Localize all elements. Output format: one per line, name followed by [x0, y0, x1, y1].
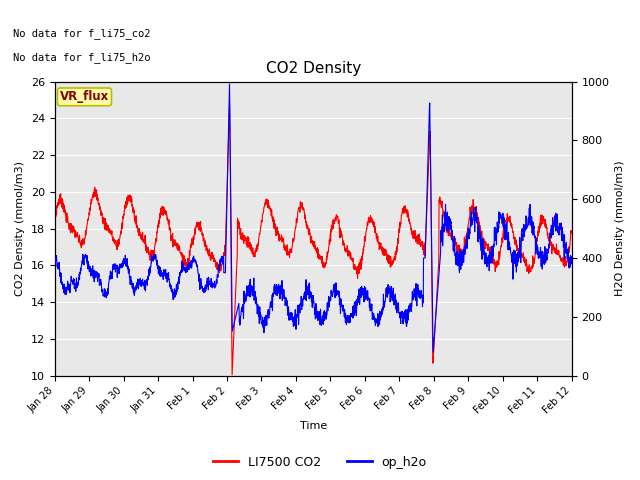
Text: VR_flux: VR_flux	[60, 90, 109, 103]
Text: No data for f_li75_h2o: No data for f_li75_h2o	[13, 52, 151, 63]
Legend: LI7500 CO2, op_h2o: LI7500 CO2, op_h2o	[209, 451, 431, 474]
Y-axis label: CO2 Density (mmol/m3): CO2 Density (mmol/m3)	[15, 161, 25, 296]
Title: CO2 Density: CO2 Density	[266, 61, 361, 76]
Y-axis label: H2O Density (mmol/m3): H2O Density (mmol/m3)	[615, 161, 625, 297]
X-axis label: Time: Time	[300, 421, 327, 432]
Text: No data for f_li75_co2: No data for f_li75_co2	[13, 28, 151, 39]
